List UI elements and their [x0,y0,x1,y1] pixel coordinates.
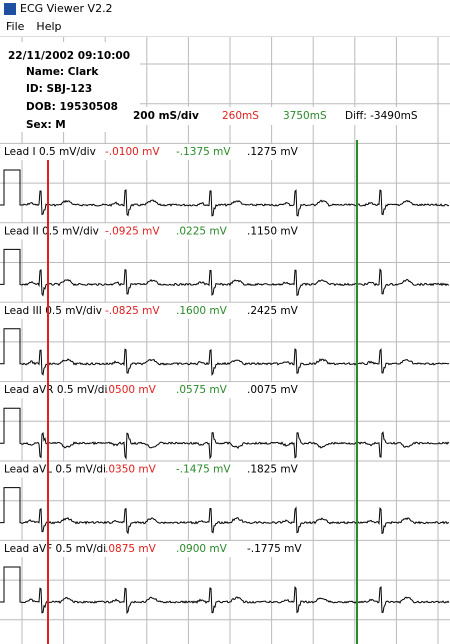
red-cursor-value: .0350 mV [105,464,157,476]
green-cursor-value: -.1375 mV [176,146,231,158]
patient-datetime: 22/11/2002 09:10:00 [8,50,130,62]
app-icon [4,3,16,15]
lead-label: Lead I 0.5 mV/div [4,146,96,158]
time-scale: 200 mS/div [133,110,199,122]
patient-sex: Sex: M [26,119,66,131]
patient-dob: DOB: 19530508 [26,101,118,113]
diff-value: .1275 mV [247,146,299,158]
menu-file[interactable]: File [6,20,25,33]
ecg-trace [0,328,450,376]
patient-id: ID: SBJ-123 [26,83,92,95]
timing-background [128,107,433,125]
lead-label-background [0,302,305,319]
red-cursor-value: -.0100 mV [105,146,160,158]
red-cursor-value: -.0925 mV [105,225,160,237]
red-cursor-value: .0875 mV [105,543,157,555]
green-cursor-value: .0900 mV [176,543,228,555]
lead-label-background [0,541,305,557]
lead-label: Lead II 0.5 mV/div [4,225,99,237]
diff-value: -.1775 mV [247,543,302,555]
lead-label: Lead aVL 0.5 mV/di [4,464,106,476]
lead-label-background [0,144,305,160]
lead-label-background [0,461,305,478]
ecg-trace [0,487,449,535]
lead-label: Lead aVR 0.5 mV/di [4,384,107,396]
green-cursor-value: .0225 mV [176,225,228,237]
diff-value: .0075 mV [247,384,299,396]
info-background [0,42,140,132]
green-cursor-value: .0575 mV [176,384,228,396]
ecg-trace [0,407,450,460]
menu-bar: File Help [0,18,450,37]
green-cursor-value: .1600 mV [176,305,228,317]
red-cursor-time: 260mS [222,110,259,122]
lead-label-background [0,382,305,399]
lead-label-background [0,223,305,240]
lead-label: Lead aVF 0.5 mV/di [4,543,106,555]
menu-help[interactable]: Help [36,20,62,33]
green-cursor-time: 3750mS [283,110,327,122]
diff-value: .2425 mV [247,305,299,317]
patient-name: Name: Clark [26,66,99,78]
window-title: ECG Viewer V2.2 [20,2,113,15]
lead-label: Lead III 0.5 mV/div [4,305,102,317]
title-bar: ECG Viewer V2.2 [0,0,450,18]
green-cursor-value: -.1475 mV [176,464,231,476]
time-diff: Diff: -3490mS [345,110,418,122]
ecg-view: 22/11/2002 09:10:00 Name: Clark ID: SBJ-12… [0,37,450,644]
ecg-trace [0,566,450,615]
ecg-trace [0,169,450,217]
red-cursor-value: -.0825 mV [105,305,160,317]
diff-value: .1150 mV [247,225,299,237]
ecg-trace [0,248,450,297]
diff-value: .1825 mV [247,464,299,476]
red-cursor-value: .0500 mV [105,384,157,396]
